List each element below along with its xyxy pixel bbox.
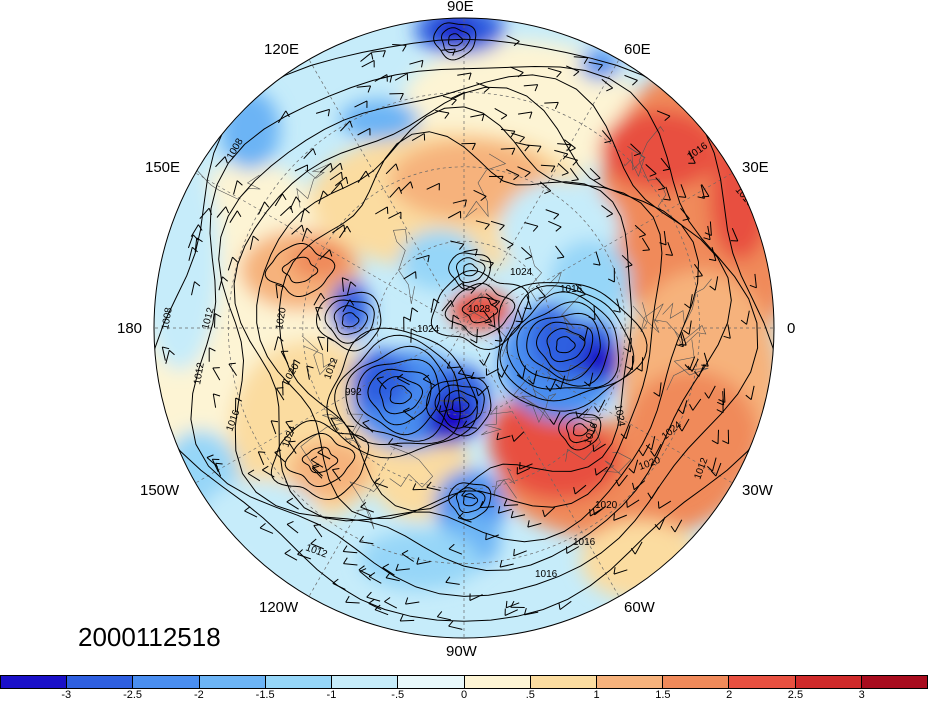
wind-barbs bbox=[161, 35, 757, 630]
pressure-contours bbox=[154, 22, 774, 622]
colorbar-swatch bbox=[464, 676, 531, 688]
contour-label: 1024 bbox=[510, 267, 533, 278]
colorbar-tick-label: -1.5 bbox=[255, 689, 275, 701]
lon-label-0: 0 bbox=[787, 320, 796, 337]
lon-label-30w: 30W bbox=[742, 482, 773, 499]
lon-label-60e: 60E bbox=[624, 41, 651, 58]
contour-label: 1024 bbox=[417, 324, 440, 335]
contour-label: 1016 bbox=[535, 569, 558, 580]
lon-label-90w: 90W bbox=[446, 643, 477, 660]
colorbar-swatch bbox=[530, 676, 597, 688]
colorbar-tick-label: 2.5 bbox=[787, 689, 804, 701]
contour-label: 1028 bbox=[468, 304, 491, 315]
colorbar-tick-label: -2 bbox=[193, 689, 204, 701]
colorbar-tick-label: 0 bbox=[460, 689, 468, 701]
colorbar-tick-label: .5 bbox=[525, 689, 535, 701]
contour-label: 1016 bbox=[560, 284, 583, 295]
colorbar-swatch bbox=[199, 676, 266, 688]
colorbar-swatch bbox=[332, 676, 399, 688]
lon-label-90e: 90E bbox=[447, 0, 474, 15]
lon-label-150w: 150W bbox=[140, 482, 180, 499]
colorbar-swatch bbox=[398, 676, 465, 688]
timestamp: 2000112518 bbox=[78, 622, 221, 652]
colorbar-swatch bbox=[265, 676, 333, 688]
colorbar-tick-label: 2 bbox=[726, 689, 733, 701]
colorbar-swatch bbox=[795, 676, 862, 688]
contour-label: 992 bbox=[345, 387, 362, 398]
graticule bbox=[154, 18, 774, 638]
contour-label: 1020 bbox=[274, 306, 289, 330]
colorbar-swatch bbox=[663, 676, 730, 688]
colorbar-tick-label: -2.5 bbox=[123, 689, 143, 701]
contour-label: 1008 bbox=[160, 306, 175, 330]
lon-label-120e: 120E bbox=[264, 41, 300, 58]
colorbar-swatch bbox=[861, 676, 928, 688]
contour-label: 1024 bbox=[612, 404, 627, 428]
lon-label-30e: 30E bbox=[742, 159, 769, 176]
colorbar-tick-label: 3 bbox=[858, 689, 865, 701]
lon-label-180: 180 bbox=[117, 320, 143, 337]
lon-label-150e: 150E bbox=[145, 159, 181, 176]
colorbar-tick-label: -1 bbox=[326, 689, 337, 701]
colorbar-tick-label: -3 bbox=[61, 689, 72, 701]
contour-label: 1012 bbox=[192, 361, 207, 385]
colorbar-swatch bbox=[133, 676, 200, 688]
contour-label: 1020 bbox=[595, 500, 618, 511]
colorbar-swatch bbox=[1, 676, 68, 688]
colorbar-tick-label: -.5 bbox=[391, 689, 405, 701]
colorbar-swatch bbox=[67, 676, 134, 688]
lon-label-120w: 120W bbox=[259, 599, 299, 616]
map-boundary bbox=[153, 17, 775, 639]
lon-label-60w: 60W bbox=[624, 599, 655, 616]
colorbar-tick-label: 1 bbox=[593, 689, 600, 701]
colorbar-tick-label: 1.5 bbox=[655, 689, 671, 701]
contour-label: 1016 bbox=[573, 537, 596, 548]
colorbar-swatch bbox=[729, 676, 796, 688]
colorbar bbox=[0, 675, 928, 689]
colorbar-swatch bbox=[596, 676, 664, 688]
